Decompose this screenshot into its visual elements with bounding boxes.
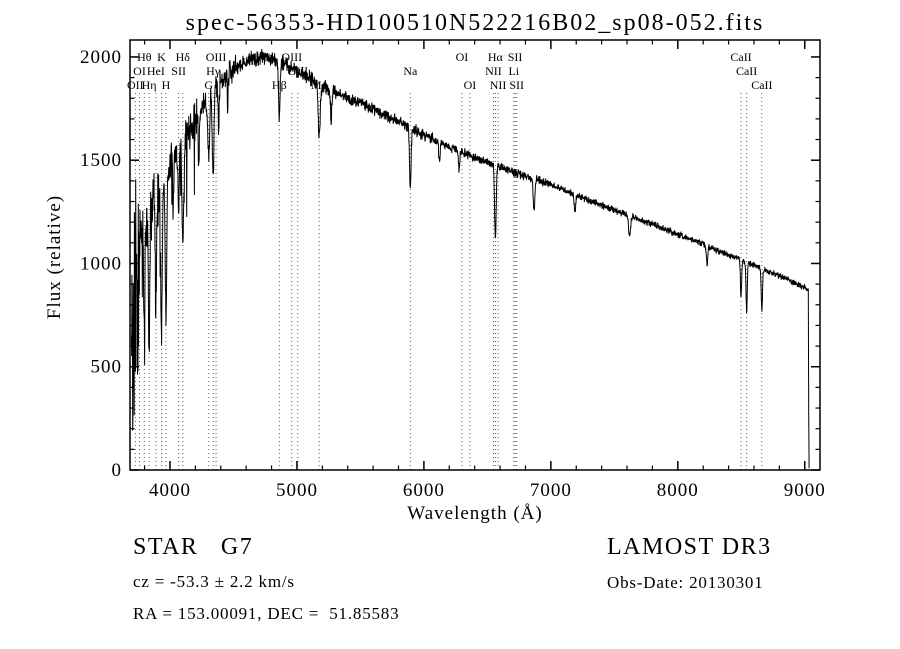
svg-text:OI: OI: [456, 50, 469, 64]
spectral-line-markers: OIIOIHθHηHeIKHSIIHδGHγOIIIHβOIIIOIIIMgNa…: [127, 50, 773, 470]
svg-text:OI: OI: [133, 64, 146, 78]
y-axis-label: Flux (relative): [44, 194, 65, 320]
svg-text:SII: SII: [171, 64, 186, 78]
survey-release-label: LAMOST DR3: [607, 534, 772, 560]
svg-text:Hα: Hα: [488, 50, 504, 64]
svg-text:Na: Na: [403, 64, 418, 78]
object-class-label: STAR G7: [133, 534, 254, 560]
svg-text:OII: OII: [127, 78, 144, 92]
axes: 4000 5000 6000 7000 8000 9000 0 500 1000 1500 2000: [80, 39, 826, 501]
svg-text:Hη: Hη: [142, 78, 157, 92]
svg-text:CaII: CaII: [751, 78, 772, 92]
svg-text:CaII: CaII: [730, 50, 751, 64]
plot-title: spec-56353-HD100510N522216B02_sp08-052.f…: [185, 10, 765, 36]
svg-text:6000: 6000: [403, 480, 445, 501]
svg-text:SII: SII: [509, 78, 524, 92]
svg-text:500: 500: [91, 357, 123, 378]
svg-text:SII: SII: [508, 50, 523, 64]
svg-text:1000: 1000: [80, 253, 122, 274]
svg-text:NII: NII: [490, 78, 507, 92]
svg-text:Hδ: Hδ: [176, 50, 191, 64]
svg-text:CaII: CaII: [736, 64, 757, 78]
observation-date: Obs-Date: 20130301: [607, 573, 764, 592]
svg-text:OIII: OIII: [281, 50, 302, 64]
svg-text:1500: 1500: [80, 150, 122, 171]
coordinates-value: RA = 153.00091, DEC = 51.85583: [133, 604, 400, 623]
svg-text:0: 0: [112, 460, 123, 481]
svg-text:4000: 4000: [149, 480, 191, 501]
svg-text:H: H: [162, 78, 171, 92]
svg-text:HeI: HeI: [147, 64, 165, 78]
svg-text:2000: 2000: [80, 47, 122, 68]
svg-text:9000: 9000: [784, 480, 826, 501]
svg-text:5000: 5000: [276, 480, 318, 501]
svg-text:Hβ: Hβ: [272, 78, 287, 92]
svg-text:Hθ: Hθ: [137, 50, 152, 64]
x-axis-label: Wavelength (Å): [407, 503, 543, 524]
svg-text:NII: NII: [485, 64, 502, 78]
svg-text:OI: OI: [464, 78, 477, 92]
svg-text:OIII: OIII: [206, 50, 227, 64]
svg-text:8000: 8000: [657, 480, 699, 501]
svg-text:Li: Li: [508, 64, 519, 78]
svg-text:Hγ: Hγ: [206, 64, 221, 78]
svg-text:K: K: [157, 50, 166, 64]
svg-text:G: G: [204, 78, 213, 92]
radial-velocity-value: cz = -53.3 ± 2.2 km/s: [133, 572, 295, 591]
spectrum-trace: [130, 48, 810, 469]
svg-text:7000: 7000: [530, 480, 572, 501]
